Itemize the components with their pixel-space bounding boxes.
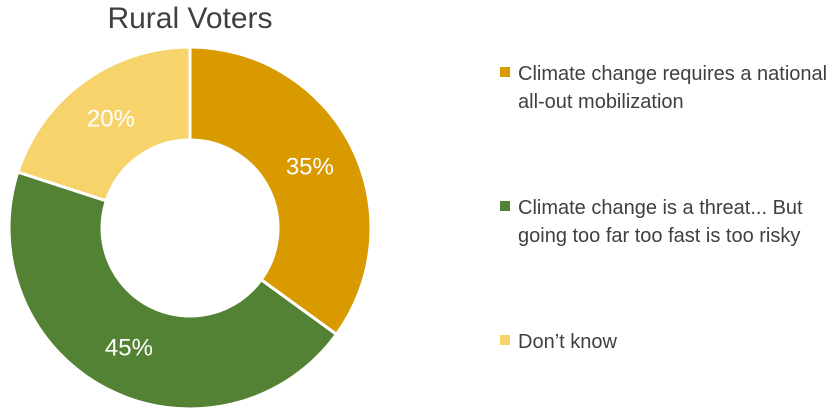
legend-label-mobilization: Climate change requires a national all-o… <box>518 63 828 113</box>
slice-mobilization <box>188 45 373 337</box>
donut-chart: 35% 45% 20% <box>7 45 373 411</box>
chart-title: Rural Voters <box>107 2 273 35</box>
legend-swatch-dont-know <box>500 335 510 345</box>
legend-swatch-threat <box>500 201 510 211</box>
slice-label-dont-know: 20% <box>87 106 135 133</box>
legend-item-dont-know: Don’t know <box>500 328 836 356</box>
slice-threat <box>7 170 339 411</box>
legend-label-threat: Climate change is a threat... But going … <box>518 197 803 247</box>
slice-label-threat: 45% <box>105 334 153 361</box>
slice-label-mobilization: 35% <box>286 153 334 180</box>
legend-item-threat: Climate change is a threat... But going … <box>500 194 836 250</box>
legend-item-mobilization: Climate change requires a national all-o… <box>500 60 836 116</box>
slice-dont-know <box>15 45 192 203</box>
legend-label-dont-know: Don’t know <box>518 331 617 353</box>
legend-swatch-mobilization <box>500 67 510 77</box>
